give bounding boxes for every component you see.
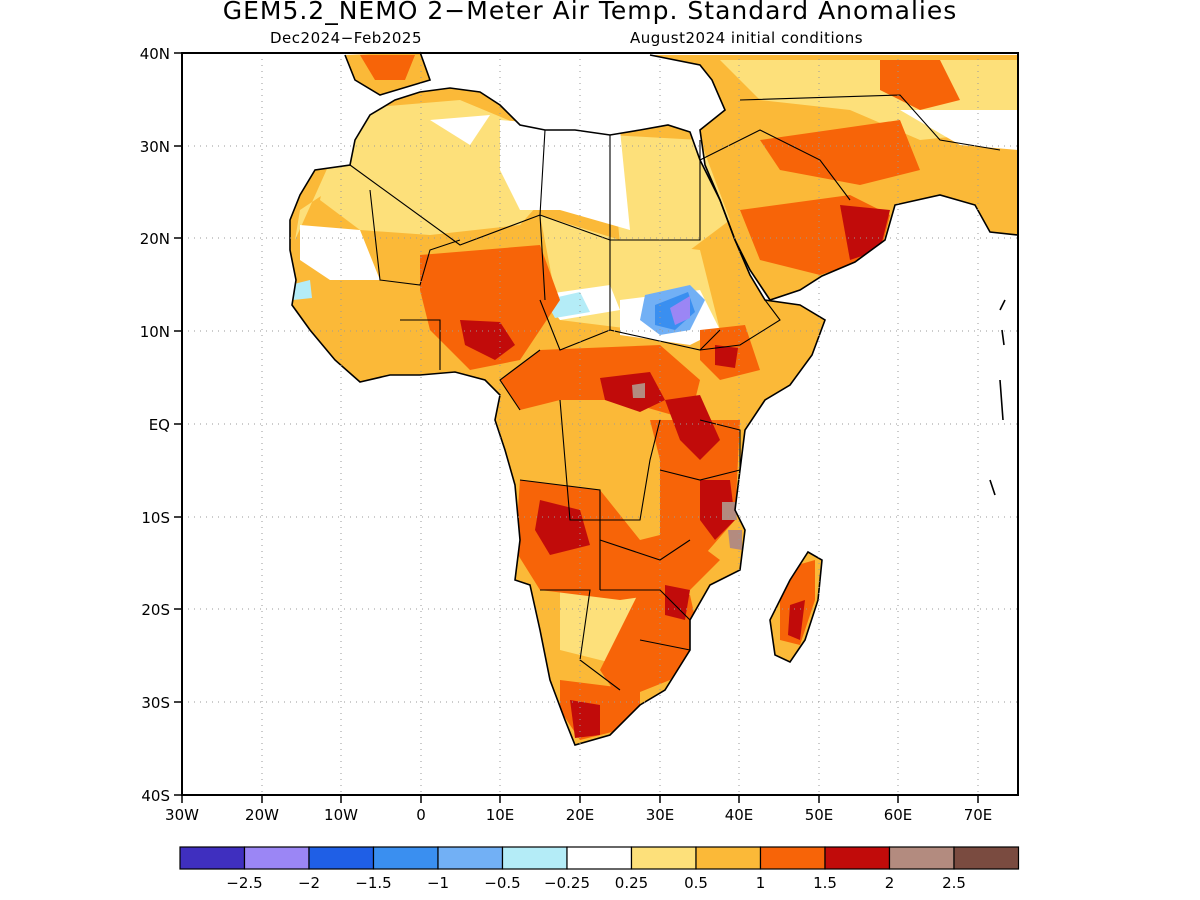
tick-marks	[174, 52, 979, 803]
colorbar-swatch	[630, 846, 697, 870]
colorbar-swatch	[372, 846, 439, 870]
map-title: GEM5.2_NEMO 2−Meter Air Temp. Standard A…	[222, 0, 958, 25]
country-borders	[349, 94, 1001, 691]
colorbar-swatch	[759, 846, 826, 870]
colorbar-label: 2	[885, 874, 895, 892]
lon-label: 30E	[646, 806, 675, 824]
lon-label: 30W	[165, 806, 199, 824]
lat-label: 30S	[141, 694, 170, 712]
initial-conditions: August2024 initial conditions	[630, 29, 864, 47]
lon-label: 20W	[245, 806, 279, 824]
colorbar-swatch	[953, 846, 1020, 870]
lat-label: 30N	[140, 138, 170, 156]
forecast-period: Dec2024−Feb2025	[270, 29, 422, 47]
lon-label: 10E	[486, 806, 515, 824]
graticule	[182, 53, 1018, 795]
colorbar-swatch	[179, 846, 246, 870]
colorbar-swatch	[566, 846, 633, 870]
lat-label: 20S	[141, 601, 170, 619]
colorbar-swatch	[437, 846, 504, 870]
colorbar-label: 2.5	[942, 874, 966, 892]
lon-label: 60E	[884, 806, 913, 824]
colorbar-label: −1	[427, 874, 449, 892]
colorbar-label: 1	[756, 874, 766, 892]
colorbar-swatch	[824, 846, 891, 870]
lon-label: 40E	[725, 806, 754, 824]
colorbar	[179, 846, 1020, 870]
colorbar-swatch	[308, 846, 375, 870]
lon-label: 70E	[964, 806, 993, 824]
colorbar-label: 1.5	[813, 874, 837, 892]
colorbar-label: −2.5	[226, 874, 262, 892]
lat-label: 40N	[140, 45, 170, 63]
lon-label: 50E	[805, 806, 834, 824]
colorbar-label: −2	[298, 874, 320, 892]
latitude-labels: 40N 30N 20N 10N EQ 10S 20S 30S 40S	[140, 45, 170, 805]
lat-label: 40S	[141, 787, 170, 805]
colorbar-label: 0.5	[684, 874, 708, 892]
lat-label: EQ	[149, 416, 170, 434]
lon-label: 10W	[324, 806, 358, 824]
colorbar-swatch	[501, 846, 568, 870]
lat-label: 20N	[140, 230, 170, 248]
colorbar-swatch	[888, 846, 955, 870]
colorbar-label: −0.5	[484, 874, 520, 892]
longitude-labels: 30W 20W 10W 0 10E 20E 30E 40E 50E 60E 70…	[165, 806, 992, 824]
colorbar-label: −0.25	[544, 874, 590, 892]
colorbar-swatch	[243, 846, 310, 870]
lon-label: 0	[416, 806, 426, 824]
lat-label: 10N	[140, 323, 170, 341]
colorbar-labels: −2.5 −2 −1.5 −1 −0.5 −0.25 0.25 0.5 1 1.5 2 2.5	[226, 874, 966, 892]
coastlines	[289, 51, 1019, 746]
colorbar-swatch	[695, 846, 762, 870]
lon-label: 20E	[566, 806, 595, 824]
lat-label: 10S	[141, 509, 170, 527]
colorbar-label: −1.5	[355, 874, 391, 892]
colorbar-label: 0.25	[615, 874, 648, 892]
